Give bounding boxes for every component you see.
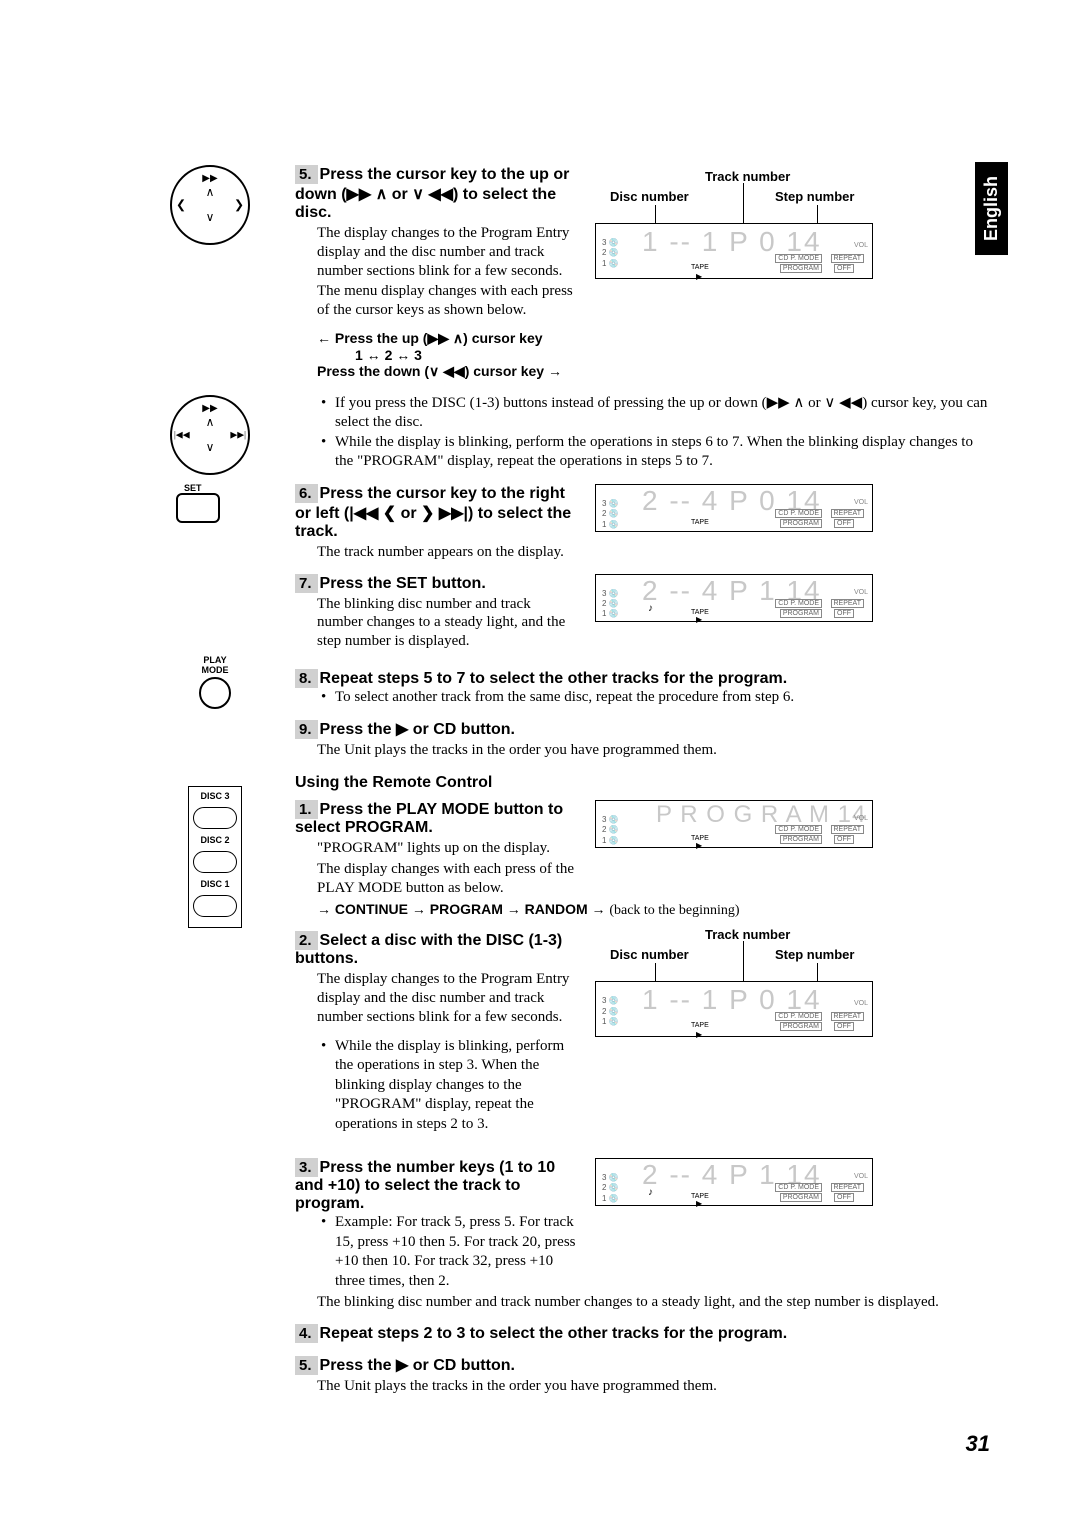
r2-title: Select a disc with the DISC (1-3) button… bbox=[295, 932, 562, 967]
cursor-diagram-2: ▶▶ ∧ |◀◀ ▶▶| ∨ SET bbox=[160, 395, 270, 523]
r1-seq-tail: (back to the beginning) bbox=[609, 903, 739, 918]
r5-num: 5. bbox=[295, 1356, 318, 1375]
r4-num: 4. bbox=[295, 1324, 318, 1343]
cursor-diagram-1: ▶▶ ∧ ❮ ❯ ∨ bbox=[160, 165, 270, 245]
r1-num: 1. bbox=[295, 800, 318, 819]
step-5-body1: The display changes to the Program Entry… bbox=[317, 224, 585, 280]
step-7-body: The blinking disc number and track numbe… bbox=[317, 595, 575, 651]
step-5-body2: The menu display changes with each press… bbox=[317, 282, 585, 320]
lcd-diagram-2: 3 💿2 💿1 💿 2 -- 4 P 0 14 VOL CD P. MODE R… bbox=[595, 484, 873, 532]
r2-bullet: While the display is blinking, perform t… bbox=[317, 1037, 575, 1135]
r1-body2: The display changes with each press of t… bbox=[317, 860, 575, 898]
r3-bullet: Example: For track 5, press 5. For track… bbox=[317, 1213, 585, 1291]
step-8-title: Repeat steps 5 to 7 to select the other … bbox=[320, 670, 788, 687]
step-5-title: Press the cursor key to the up or down (… bbox=[295, 166, 569, 221]
step-6-title: Press the cursor key to the right or lef… bbox=[295, 485, 571, 540]
step-8: 8.Repeat steps 5 to 7 to select the othe… bbox=[295, 669, 990, 708]
step-5-bullet2: While the display is blinking, perform t… bbox=[317, 433, 990, 472]
r5-body: The Unit plays the tracks in the order y… bbox=[317, 1377, 990, 1396]
disc-buttons-diagram: DISC 3 DISC 2 DISC 1 bbox=[160, 786, 270, 928]
r3-title: Press the number keys (1 to 10 and +10) … bbox=[295, 1159, 555, 1212]
step-7-title: Press the SET button. bbox=[320, 575, 486, 592]
r3-body: The blinking disc number and track numbe… bbox=[317, 1293, 990, 1312]
step-6: 6.Press the cursor key to the right or l… bbox=[295, 484, 990, 562]
step-9-title: Press the ▶ or CD button. bbox=[320, 721, 515, 738]
playmode-diagram: PLAY MODE bbox=[160, 655, 270, 711]
remote-step-1: 1.Press the PLAY MODE button to select P… bbox=[295, 800, 990, 919]
r5-title: Press the ▶ or CD button. bbox=[320, 1357, 515, 1374]
step-6-body: The track number appears on the display. bbox=[317, 543, 575, 562]
r2-body: The display changes to the Program Entry… bbox=[317, 970, 575, 1026]
step-5-seq: 1 ↔ 2 ↔ 3 bbox=[355, 347, 585, 363]
step-8-bullet: To select another track from the same di… bbox=[317, 688, 990, 708]
set-button-diagram: SET bbox=[170, 483, 270, 523]
r3-num: 3. bbox=[295, 1158, 318, 1177]
r1-title: Press the PLAY MODE button to select PRO… bbox=[295, 801, 563, 836]
page-number: 31 bbox=[966, 1431, 990, 1457]
step-9: 9.Press the ▶ or CD button. The Unit pla… bbox=[295, 719, 990, 760]
remote-step-2: 2.Select a disc with the DISC (1-3) butt… bbox=[295, 931, 990, 1134]
step-8-num: 8. bbox=[295, 669, 318, 688]
step-5-press-up: ← Press the up (▶▶ ∧) cursor key bbox=[317, 330, 585, 347]
r4-title: Repeat steps 2 to 3 to select the other … bbox=[320, 1325, 788, 1342]
step-5: 5.Press the cursor key to the up or down… bbox=[295, 165, 990, 472]
step-5-press-down: Press the down (∨ ◀◀) cursor key → bbox=[317, 363, 585, 380]
step-5-num: 5. bbox=[295, 165, 318, 184]
remote-heading: Using the Remote Control bbox=[295, 774, 990, 792]
remote-step-5: 5.Press the ▶ or CD button. The Unit pla… bbox=[295, 1355, 990, 1396]
lcd-diagram-3: 3 💿2 💿1 💿 2 -- 4 P 1 14 VOL ♪ CD P. MODE… bbox=[595, 574, 873, 622]
r2-num: 2. bbox=[295, 931, 318, 950]
r1-body1: "PROGRAM" lights up on the display. bbox=[317, 839, 575, 858]
lcd-diagram-6: 3 💿2 💿1 💿 2 -- 4 P 1 14 VOL ♪ CD P. MODE… bbox=[595, 1158, 873, 1206]
step-9-body: The Unit plays the tracks in the order y… bbox=[317, 741, 990, 760]
step-7: 7.Press the SET button. The blinking dis… bbox=[295, 574, 990, 651]
step-6-num: 6. bbox=[295, 484, 318, 503]
remote-step-4: 4.Repeat steps 2 to 3 to select the othe… bbox=[295, 1324, 990, 1343]
r1-seq: → CONTINUE → PROGRAM → RANDOM → bbox=[317, 901, 606, 917]
remote-step-3: 3.Press the number keys (1 to 10 and +10… bbox=[295, 1158, 990, 1312]
lcd-diagram-4: 3 💿2 💿1 💿 P R O G R A M 14 VOL CD P. MOD… bbox=[595, 800, 873, 848]
step-5-bullet1: If you press the DISC (1-3) buttons inst… bbox=[317, 394, 990, 433]
step-7-num: 7. bbox=[295, 574, 318, 593]
step-9-num: 9. bbox=[295, 720, 318, 739]
